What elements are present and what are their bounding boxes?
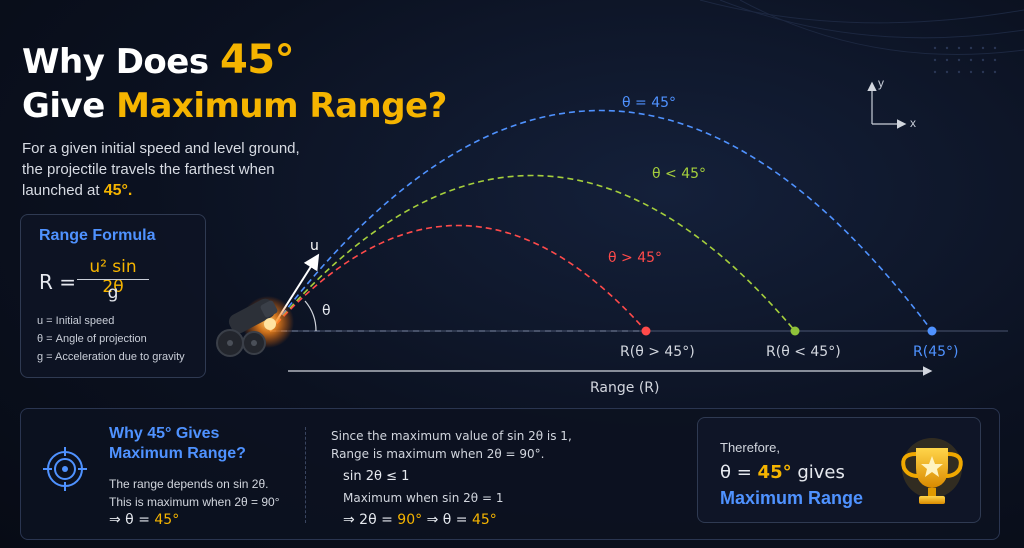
mid-result-b: 90° [397, 512, 423, 528]
explanation-panel: Why 45° Gives Maximum Range? The range d… [20, 408, 1000, 540]
mid-explanation: Since the maximum value of sin 2θ is 1, … [331, 427, 572, 463]
therefore-label: Therefore, [720, 440, 780, 455]
why-result-angle: 45° [154, 512, 180, 528]
title-angle: 45° [219, 37, 295, 83]
why-result-prefix: ⇒ θ = [109, 512, 155, 528]
target-icon [43, 447, 87, 491]
title-line2: Give [22, 86, 117, 126]
mid-inequality: sin 2θ ≤ 1 [343, 469, 410, 484]
intro-body: For a given initial speed and level grou… [22, 140, 300, 199]
landing-point-greater-45 [641, 326, 651, 336]
landing-point-less-45 [790, 326, 800, 336]
axis-indicator [867, 81, 907, 129]
mid-result: ⇒ 2θ = 90° ⇒ θ = 45° [343, 512, 497, 528]
angle-label: θ [322, 303, 331, 319]
def-u: u = Initial speed [37, 315, 115, 327]
axis-y-label: y [878, 76, 884, 90]
cannon-icon [216, 296, 294, 357]
why-line1: The range depends on sin 2θ. [109, 477, 269, 491]
angle-arc [304, 300, 317, 332]
def-theta: θ = Angle of projection [37, 333, 147, 345]
mid-result-c: ⇒ θ = [422, 512, 472, 528]
title-line1: Why Does [22, 42, 220, 82]
formula-title: Range Formula [39, 227, 156, 244]
intro-angle: 45°. [103, 182, 133, 199]
therefore-suffix: gives [791, 462, 845, 483]
why-result: ⇒ θ = 45° [109, 512, 179, 528]
formula-denominator: g [107, 283, 119, 303]
why-line2: This is maximum when 2θ = 90° [109, 495, 280, 509]
trajectory-greater-45 [269, 224, 647, 332]
range-label: Range (R) [590, 380, 660, 396]
why-title: Why 45° Gives Maximum Range? [109, 425, 246, 462]
label-45: θ = 45° [622, 95, 677, 111]
mid-result-d: 45° [471, 512, 497, 528]
axis-x-label: x [910, 116, 916, 130]
velocity-label: u [310, 238, 319, 254]
mid-line2: Range is maximum when 2θ = 90°. [331, 447, 545, 461]
therefore-box: Therefore, θ = 45° gives Maximum Range [697, 417, 981, 523]
mid-result-a: ⇒ 2θ = [343, 512, 398, 528]
landing-point-45 [927, 326, 937, 336]
panel-divider [305, 427, 307, 523]
therefore-final: Maximum Range [720, 488, 864, 508]
therefore-prefix: θ = [720, 462, 758, 483]
landing-label-45: R(45°) [913, 344, 959, 360]
why-body: The range depends on sin 2θ. This is max… [109, 475, 280, 511]
label-less-45: θ < 45° [652, 166, 707, 182]
fraction-bar [77, 279, 149, 280]
therefore-statement: θ = 45° gives [720, 462, 845, 483]
range-formula-box: Range Formula R = u² sin 2θ g u = Initia… [20, 214, 206, 378]
page-title: Why Does 45° Give Maximum Range? [22, 38, 447, 128]
therefore-angle: 45° [757, 462, 792, 483]
title-max-range: Maximum Range? [116, 86, 447, 126]
trajectory-less-45 [269, 174, 796, 332]
landing-label-greater-45: R(θ > 45°) [620, 344, 695, 360]
label-greater-45: θ > 45° [608, 250, 663, 266]
trophy-icon [901, 438, 963, 504]
landing-label-less-45: R(θ < 45°) [766, 344, 841, 360]
trajectory-45 [269, 109, 933, 332]
formula-numerator: u² sin 2θ [89, 257, 137, 297]
mid-maximum: Maximum when sin 2θ = 1 [343, 491, 504, 505]
def-g: g = Acceleration due to gravity [37, 351, 185, 363]
intro-text: For a given initial speed and level grou… [22, 138, 312, 201]
mid-line1: Since the maximum value of sin 2θ is 1, [331, 429, 572, 443]
formula-lhs: R = [39, 270, 77, 294]
